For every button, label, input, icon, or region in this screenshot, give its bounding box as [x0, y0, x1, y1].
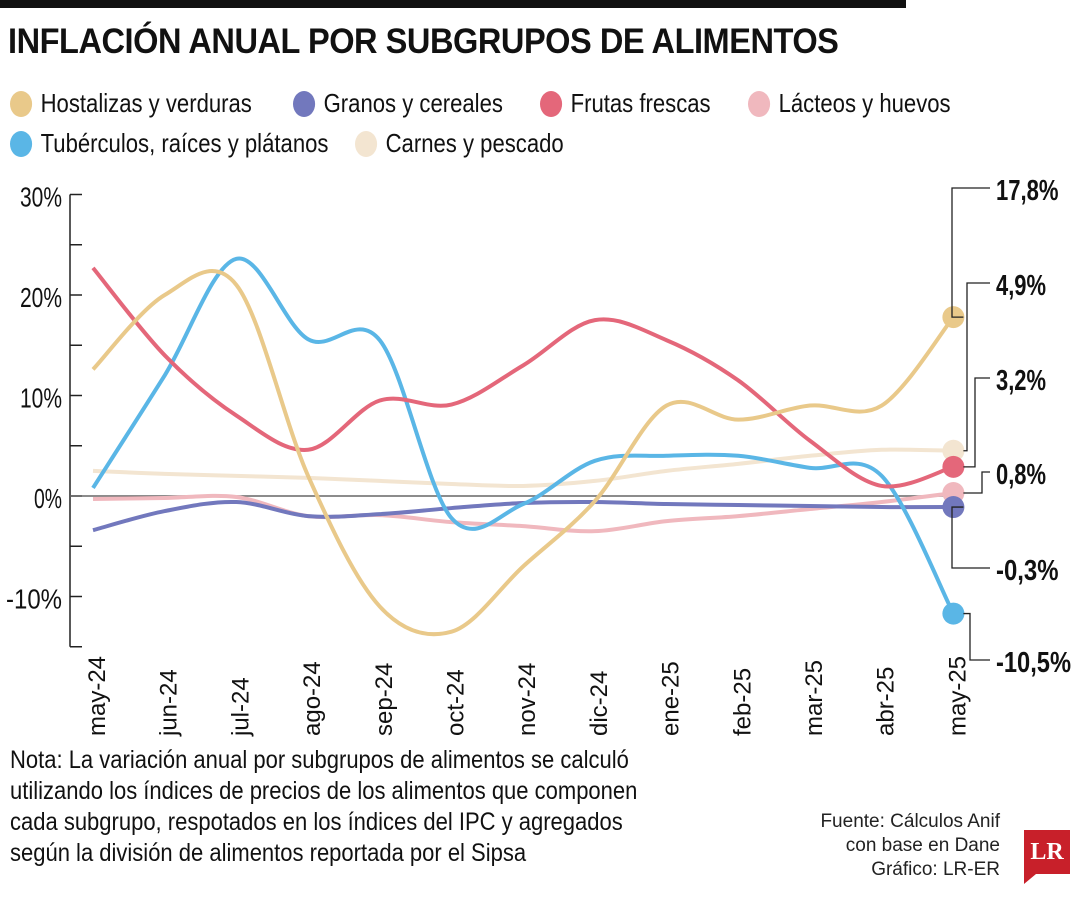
x-tick-label: jun-24 [156, 669, 183, 737]
x-tick-label: mar-25 [801, 660, 828, 736]
x-tick-label: abr-25 [873, 667, 900, 736]
x-tick-label: dic-24 [586, 671, 613, 736]
legend-swatch [293, 90, 316, 117]
chart-title: INFLACIÓN ANUAL POR SUBGRUPOS DE ALIMENT… [8, 22, 839, 61]
series-line [91, 269, 955, 637]
source-line: con base en Dane [845, 835, 1000, 856]
end-point [942, 439, 965, 462]
legend-swatch [748, 90, 771, 117]
top-bar [0, 0, 906, 8]
series-line [91, 266, 955, 489]
y-tick-label: 30% [20, 182, 62, 213]
legend-item: Lácteos y huevos [748, 88, 951, 119]
legend-item: Hostalizas y verduras [10, 88, 252, 119]
legend-item: Tubérculos, raíces y plátanos [10, 128, 328, 159]
end-value-label: 0,8% [996, 459, 1046, 491]
y-tick-label: 20% [20, 282, 62, 313]
source-line: Fuente: Cálculos Anif [820, 811, 1000, 832]
legend-label: Carnes y pescado [385, 128, 564, 158]
x-tick-label: nov-24 [514, 663, 541, 736]
leader-line [963, 471, 990, 494]
leader-line [951, 506, 990, 569]
leader-line [963, 282, 990, 452]
end-value-label: 17,8% [996, 175, 1059, 207]
legend-label: Lácteos y huevos [778, 88, 951, 118]
leader-line [963, 612, 990, 661]
end-value-label: 3,2% [996, 365, 1046, 397]
x-tick-label: ene-25 [658, 661, 685, 736]
x-tick-label: feb-25 [729, 668, 756, 736]
legend-label: Tubérculos, raíces y plátanos [40, 128, 329, 158]
legend-item: Granos y cereales [293, 88, 503, 119]
leader-line [951, 187, 990, 318]
series-line [92, 447, 954, 489]
end-value-label: -10,5% [996, 647, 1071, 679]
source-line: Gráfico: LR-ER [871, 859, 1000, 880]
legend-swatch [10, 130, 33, 157]
y-tick-label: 10% [20, 383, 62, 414]
legend-swatch [540, 90, 563, 117]
legend-item: Frutas frescas [540, 88, 711, 119]
legend-item: Carnes y pescado [355, 128, 564, 159]
legend-label: Frutas frescas [570, 88, 711, 118]
x-tick-label: may-25 [944, 656, 971, 736]
y-tick-label: -10% [6, 584, 62, 615]
end-value-label: -0,3% [996, 555, 1059, 587]
x-tick-label: ago-24 [299, 661, 326, 736]
x-tick-label: may-24 [84, 656, 111, 736]
series-line [91, 256, 956, 615]
leader-line [963, 377, 990, 468]
x-tick-label: jul-24 [227, 677, 254, 737]
x-tick-label: oct-24 [443, 669, 470, 736]
legend-swatch [10, 90, 33, 117]
legend-swatch [355, 130, 378, 157]
y-tick-label: 0% [34, 483, 62, 514]
lr-logo: LR [1024, 830, 1070, 884]
end-point [942, 602, 965, 625]
source: Fuente: Cálculos Anif con base en Dane G… [820, 810, 1000, 882]
end-value-label: 4,9% [996, 270, 1046, 302]
note: Nota: La variación anual por subgrupos d… [10, 746, 638, 867]
legend-label: Granos y cereales [323, 88, 503, 118]
series-line [92, 491, 954, 534]
end-point [942, 455, 965, 478]
x-tick-label: sep-24 [371, 663, 398, 736]
legend-label: Hostalizas y verduras [40, 88, 252, 118]
